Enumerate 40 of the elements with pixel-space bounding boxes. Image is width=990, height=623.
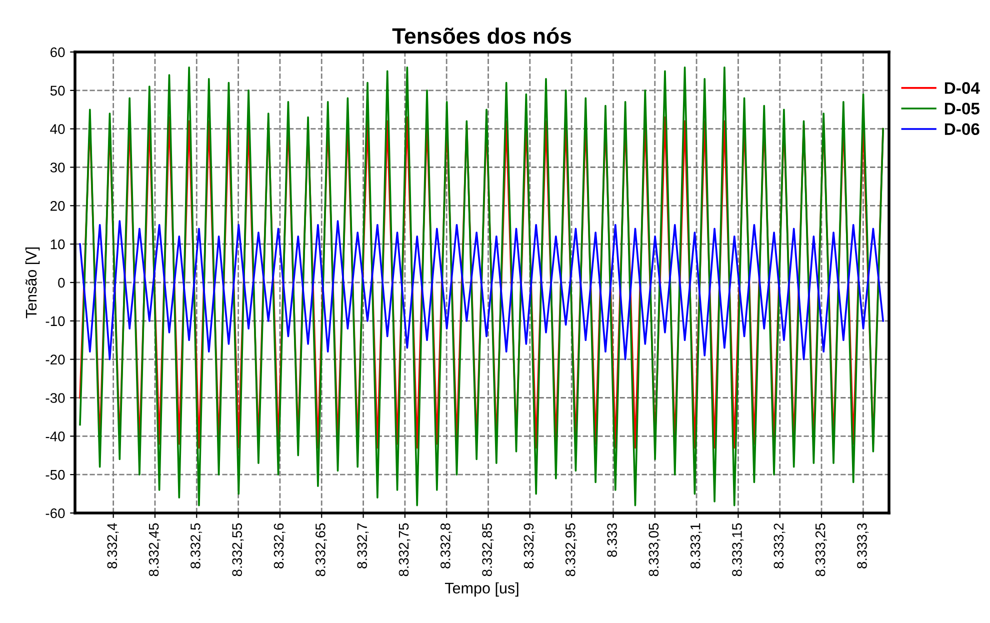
line-series [79,66,884,506]
y-tick-label: -20 [46,354,65,365]
x-tick-label: 8.333,2 [774,523,786,568]
x-axis-title: Tempo [us] [444,582,518,597]
x-tick-label: 8.332,8 [440,523,452,568]
y-tick-label: -50 [46,470,65,480]
y-tick-label: 30 [50,162,65,172]
y-tick-label: 0 [58,278,65,288]
y-tick-label: -10 [46,316,65,326]
line-series [79,220,884,360]
legend-label: D-04 [944,82,980,94]
x-tick-label: 8.332,55 [232,523,244,576]
x-tick-label: 8.332,65 [316,523,327,576]
x-tick-label: 8.333,3 [857,523,869,568]
y-tick-label: 10 [50,239,65,250]
y-tick-label: 50 [50,86,65,96]
x-tick-label: 8.332,9 [524,523,536,568]
x-tick-label: 8.332,75 [398,523,410,576]
x-tick-label: 8.332,5 [190,523,202,568]
x-tick-label: 8.333,15 [732,523,744,576]
legend-label: D-05 [944,102,980,114]
y-tick-label: -30 [46,393,65,403]
x-tick-label: 8.333,1 [690,523,702,568]
x-tick-label: 8.332,4 [107,523,119,568]
y-tick-label: -40 [46,432,65,442]
y-tick-label: 60 [50,47,65,58]
y-tick-label: -60 [46,508,65,518]
x-tick-label: 8.333 [607,523,617,557]
x-tick-label: 8.332,7 [357,523,369,568]
x-tick-label: 8.332,95 [565,523,577,576]
y-tick-label: 40 [50,124,65,134]
y-tick-label: 20 [50,201,65,211]
legend-label: D-06 [944,123,980,136]
x-tick-label: 8.333,05 [648,523,660,576]
x-tick-label: 8.332,85 [482,523,494,576]
x-tick-label: 8.333,25 [815,523,827,576]
chart-title: Tensões dos nós [392,27,572,44]
x-tick-label: 8.332,45 [148,523,160,576]
y-axis-title: Tensão [V] [25,247,40,318]
x-tick-label: 8.332,6 [274,523,286,568]
